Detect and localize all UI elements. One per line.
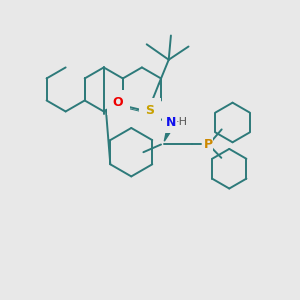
Text: ·H: ·H — [176, 118, 188, 128]
Text: O: O — [113, 96, 123, 109]
Polygon shape — [164, 127, 172, 141]
Text: N: N — [166, 116, 176, 129]
Text: S: S — [146, 104, 154, 117]
Text: P: P — [204, 138, 213, 151]
